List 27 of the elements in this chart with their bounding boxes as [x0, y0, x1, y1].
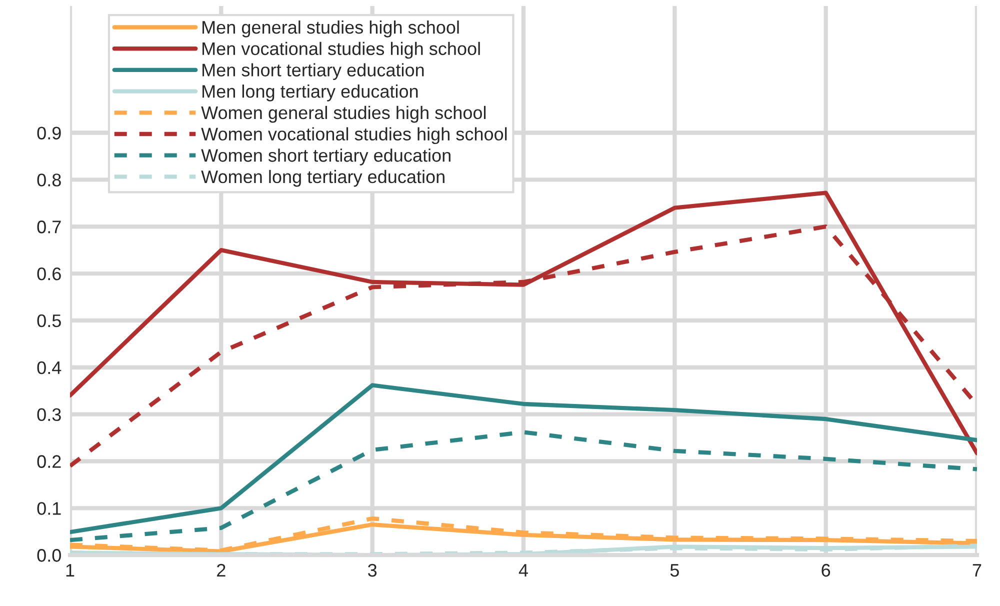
- legend-label: Men general studies high school: [202, 20, 459, 38]
- x-tick-label: 6: [822, 564, 830, 577]
- y-tick-label: 0.0: [37, 549, 61, 562]
- line-series: [70, 383, 977, 534]
- y-tick-label: 0.6: [37, 267, 61, 280]
- line-series: [70, 430, 977, 542]
- legend-label: Men long tertiary education: [202, 84, 418, 102]
- y-tick-label: 0.9: [37, 126, 61, 140]
- legend-label: Women general studies high school: [201, 106, 486, 123]
- x-tick-label: 5: [670, 564, 679, 577]
- x-tick-label: 4: [518, 564, 528, 577]
- y-tick-label: 0.7: [37, 220, 61, 234]
- legend-label: Men vocational studies high school: [202, 42, 480, 59]
- legend-label: Women long tertiary education: [201, 170, 444, 187]
- x-tick-label: 3: [368, 564, 377, 577]
- x-tick-label: 7: [972, 564, 982, 577]
- legend-label: Men short tertiary education: [202, 63, 424, 80]
- y-tick-label: 0.3: [37, 408, 61, 422]
- y-tick-label: 0.5: [37, 314, 61, 328]
- y-tick-label: 0.8: [37, 174, 61, 186]
- y-tick-label: 0.4: [37, 361, 62, 374]
- legend-label: Women vocational studies high school: [201, 127, 507, 144]
- legend-label: Women short tertiary education: [201, 148, 450, 166]
- x-tick-label: 2: [217, 564, 226, 577]
- x-tick-label: 1: [66, 564, 74, 577]
- y-tick-label: 0.1: [37, 502, 61, 515]
- y-tick-label: 0.2: [37, 455, 61, 468]
